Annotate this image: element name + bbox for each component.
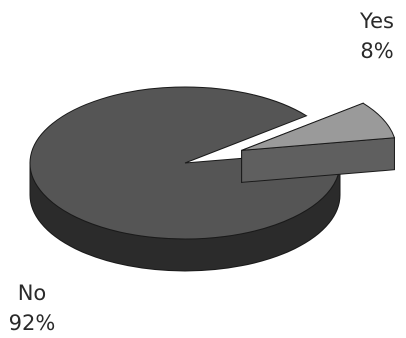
slice-label-no-name: No <box>17 281 47 305</box>
slice-label-yes-name: Yes <box>360 9 394 33</box>
slice-label-yes: Yes 8% <box>352 6 402 66</box>
slice-label-no-percent: 92% <box>8 311 56 335</box>
pie-slice-no-top <box>29 86 341 240</box>
pie-slice-yes <box>241 102 396 184</box>
pie-slice-no <box>29 86 341 272</box>
slice-label-yes-percent: 8% <box>360 39 394 63</box>
pie-slice-yes-top <box>241 102 396 151</box>
slice-label-no: No 92% <box>6 278 58 338</box>
